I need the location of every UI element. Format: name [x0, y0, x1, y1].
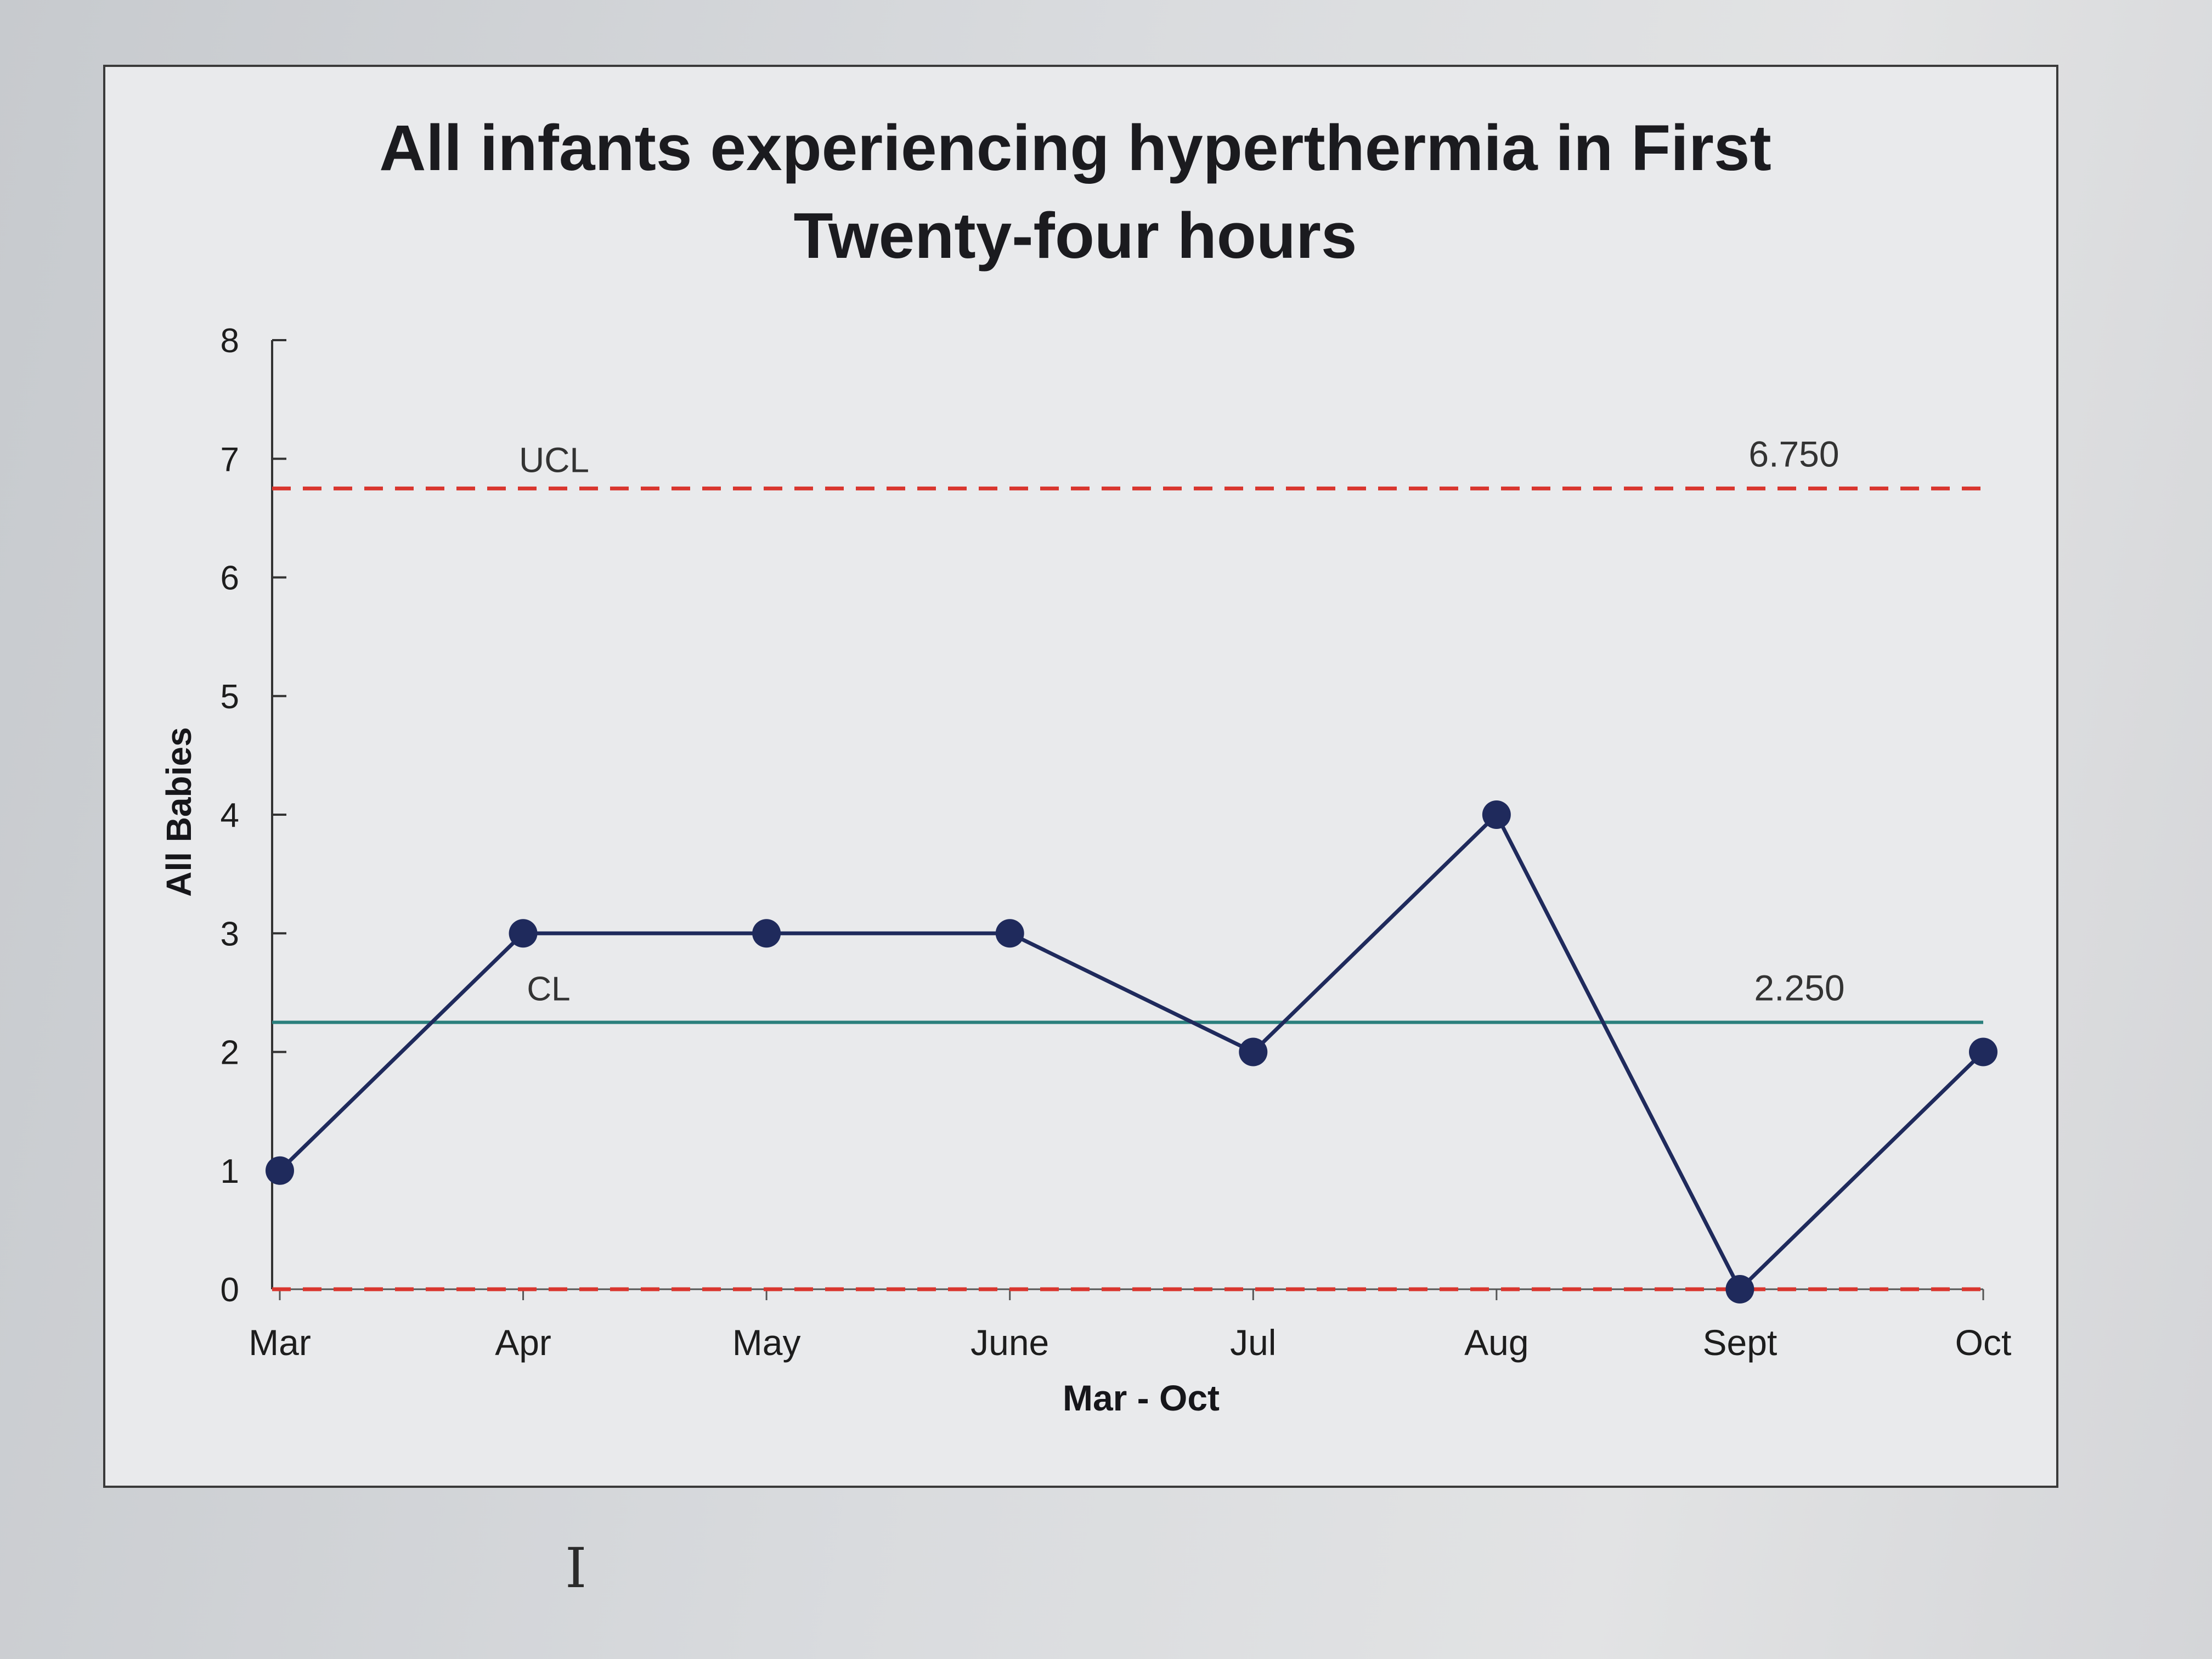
- y-tick-label: 4: [221, 797, 239, 834]
- y-tick-label: 1: [221, 1153, 239, 1190]
- tick-labels: 0 1 2 3 4 5 6 7 8 Mar Apr May June Jul Aug Sept Oct UCL 6.…: [221, 322, 2012, 1363]
- y-tick-label: 6: [221, 560, 239, 597]
- data-series: [266, 800, 1997, 1304]
- control-limits: [272, 486, 1983, 1291]
- data-point-june: [995, 919, 1024, 948]
- chart-area-border: [103, 65, 2058, 1488]
- y-tick-label: 2: [221, 1034, 239, 1072]
- x-tick-label: Oct: [1955, 1322, 2012, 1363]
- ucl-value-label: 6.750: [1748, 433, 1839, 474]
- y-tick-label: 0: [221, 1271, 239, 1309]
- x-tick-label: Mar: [249, 1322, 311, 1363]
- data-point-jul: [1239, 1037, 1268, 1066]
- x-tick-label: Jul: [1230, 1322, 1276, 1363]
- x-tick-label: Sept: [1703, 1322, 1778, 1363]
- chart-title-line-2: Twenty-four hours: [793, 200, 1357, 272]
- data-point-oct: [1969, 1037, 1997, 1066]
- data-point-aug: [1482, 800, 1511, 829]
- y-tick-label: 5: [221, 678, 239, 716]
- text-cursor-icon: I: [565, 1536, 587, 1600]
- chart-title: All infants experiencing hyperthermia in…: [165, 104, 1986, 280]
- x-tick-label: June: [970, 1322, 1049, 1363]
- y-tick-label: 7: [221, 441, 239, 478]
- data-point-mar: [266, 1156, 294, 1185]
- y-tick-label: 3: [221, 915, 239, 953]
- x-axis-title: Mar - Oct: [1062, 1378, 1220, 1418]
- chart-title-line-1: All infants experiencing hyperthermia in…: [379, 112, 1771, 184]
- data-point-apr: [509, 919, 538, 948]
- ucl-label: UCL: [519, 440, 589, 479]
- series-line: [278, 812, 1985, 1291]
- cl-value-label: 2.250: [1754, 967, 1844, 1008]
- x-tick-label: May: [732, 1322, 801, 1363]
- data-point-sept: [1725, 1275, 1754, 1304]
- x-tick-label: Apr: [495, 1322, 551, 1363]
- y-axis-title: All Babies: [159, 727, 199, 897]
- data-point-may: [752, 919, 781, 948]
- y-tick-label: 8: [221, 322, 239, 360]
- x-tick-label: Aug: [1464, 1322, 1528, 1363]
- cl-label: CL: [527, 970, 570, 1008]
